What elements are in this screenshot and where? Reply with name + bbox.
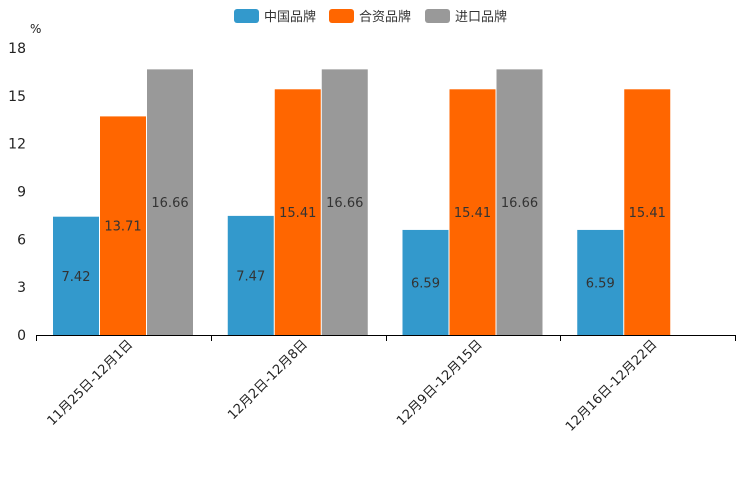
y-tick-label: 9 [17,185,26,201]
bar-2-2 [274,89,321,335]
y-tick-label: 18 [8,41,26,57]
legend-label-2: 合资品牌 [359,9,411,25]
data-label: 15.41 [279,206,316,221]
data-label: 16.66 [501,196,538,211]
data-label: 7.42 [62,270,91,285]
data-label: 16.66 [151,196,188,211]
data-label: 15.41 [454,206,491,221]
y-tick-label: 0 [17,328,26,344]
bar-3-3 [496,69,543,336]
bar-1-1 [53,216,99,335]
legend-label-3: 进口品牌 [455,9,507,25]
bar-3-1 [147,69,193,336]
bar-1-3 [402,229,449,335]
data-label: 15.41 [629,206,666,221]
bar-3-2 [321,69,368,336]
data-label: 7.47 [236,269,265,284]
data-label: 6.59 [586,276,615,291]
data-label: 6.59 [411,276,440,291]
x-category-label: 11月25日-12月1日 [45,337,137,429]
data-label: 16.66 [326,196,363,211]
legend-swatch-3 [425,9,450,23]
y-tick-label: 12 [8,137,26,153]
x-category-label: 12月9日-12月15日 [394,337,486,429]
bar-1-4 [577,229,624,335]
bar-1-2 [227,215,274,335]
y-tick-label: 6 [17,232,26,248]
legend-swatch-2 [329,9,354,23]
y-tick-label: 3 [17,280,26,296]
y-axis-unit-label: % [30,22,41,36]
legend-swatch-1 [234,9,259,23]
y-axis: 0 3 6 9 12 15 18 [8,41,26,344]
bar-2-1 [100,116,146,335]
legend-label-1: 中国品牌 [264,9,316,25]
x-category-label: 12月2日-12月8日 [225,337,311,423]
data-label: 13.71 [104,220,141,235]
x-category-label: 12月16日-12月22日 [563,337,660,434]
y-tick-label: 15 [8,89,26,105]
bars: 7.42 13.71 16.66 7.47 15.41 16.66 6.59 15.41 16.… [53,69,671,336]
bar-2-3 [449,89,496,335]
x-axis: 11月25日-12月1日 12月2日-12月8日 12月9日-12月15日 12月16… [36,335,736,435]
bar-2-4 [624,89,671,335]
legend: 中国品牌 合资品牌 进口品牌 [234,9,507,25]
